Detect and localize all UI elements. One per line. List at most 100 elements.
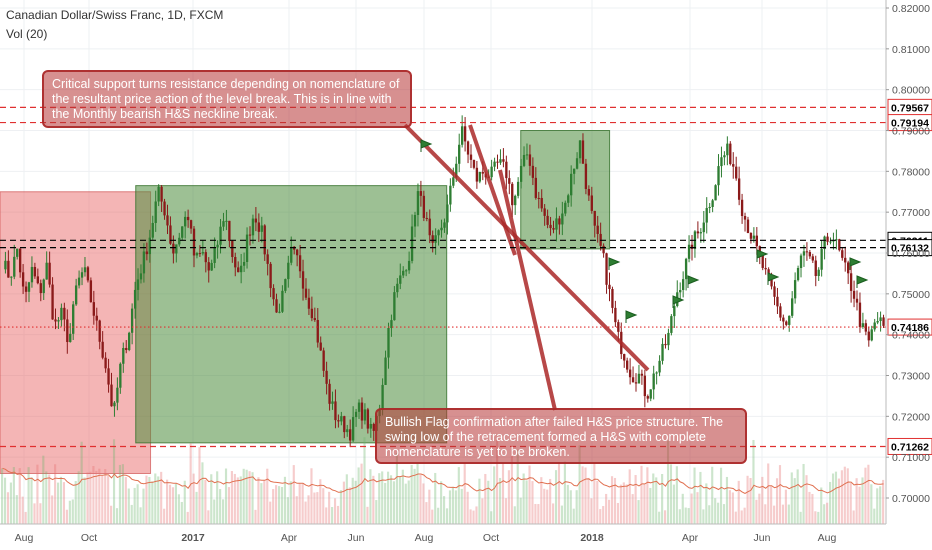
candle-body bbox=[855, 298, 859, 303]
candle-body bbox=[360, 402, 364, 421]
candle-body bbox=[301, 271, 305, 289]
candle-body bbox=[416, 191, 420, 215]
candle-body bbox=[298, 255, 302, 272]
volume-bar bbox=[569, 490, 572, 524]
volume-bar bbox=[728, 490, 731, 524]
candle-body bbox=[555, 218, 558, 230]
candle-body bbox=[796, 268, 800, 281]
candle-body bbox=[841, 250, 844, 258]
volume-bar bbox=[752, 439, 755, 524]
volume-bar bbox=[834, 471, 838, 524]
volume-bar bbox=[743, 507, 746, 524]
flag-marker-icon bbox=[849, 257, 862, 270]
candle-body bbox=[652, 373, 655, 390]
price-level-tag bbox=[887, 239, 932, 257]
volume-bar bbox=[610, 476, 614, 524]
candle-body bbox=[237, 267, 240, 273]
volume-bar bbox=[59, 476, 63, 524]
candle-body bbox=[649, 389, 652, 399]
candle-body bbox=[519, 165, 523, 182]
volume-bar bbox=[448, 490, 452, 524]
candle-body bbox=[543, 208, 546, 216]
candle-body bbox=[254, 218, 258, 223]
volume-bar bbox=[451, 486, 454, 524]
resistance-annotation[interactable]: Critical support turns resistance depend… bbox=[42, 70, 412, 128]
volume-bar bbox=[157, 476, 160, 524]
candle-body bbox=[808, 252, 812, 257]
candle-body bbox=[157, 186, 160, 202]
candle-body bbox=[870, 329, 873, 341]
candle-body bbox=[63, 307, 66, 320]
candle-body bbox=[661, 343, 664, 361]
volume-indicator-label[interactable]: Vol (20) bbox=[6, 27, 48, 41]
candle-body bbox=[328, 383, 331, 404]
bullish-flag-annotation[interactable]: Bullish Flag confirmation after failed H… bbox=[375, 408, 747, 464]
volume-bar bbox=[829, 481, 832, 524]
green-zone-1 bbox=[135, 185, 448, 444]
candle-body bbox=[572, 168, 576, 174]
volume-bar bbox=[275, 485, 278, 524]
candle-body bbox=[617, 322, 620, 332]
candle-body bbox=[122, 347, 125, 364]
volume-bar bbox=[354, 480, 357, 524]
candle-body bbox=[493, 161, 496, 167]
candle-body bbox=[116, 387, 119, 403]
candle-body bbox=[552, 228, 555, 230]
flag-marker-icon bbox=[687, 275, 700, 288]
volume-bar bbox=[92, 466, 95, 524]
volume-bar bbox=[646, 467, 649, 524]
candle-body bbox=[33, 266, 37, 277]
volume-bar bbox=[605, 493, 608, 524]
candle-body bbox=[805, 251, 809, 253]
y-tick-label: 0.74000 bbox=[892, 330, 930, 342]
volume-bar bbox=[631, 494, 634, 524]
candle-body bbox=[172, 243, 175, 254]
volume-bar bbox=[133, 487, 136, 524]
volume-bar bbox=[855, 478, 858, 524]
volume-bar bbox=[858, 486, 861, 524]
volume-bar bbox=[761, 476, 764, 524]
volume-bar bbox=[177, 494, 180, 524]
annotation-arrow bbox=[468, 124, 517, 256]
volume-bar bbox=[575, 490, 578, 524]
volume-bar bbox=[487, 480, 490, 524]
candle-body bbox=[481, 171, 484, 174]
candle-body bbox=[782, 317, 785, 322]
volume-bar bbox=[737, 480, 740, 524]
candle-body bbox=[463, 126, 467, 142]
volume-bar bbox=[778, 465, 782, 524]
volume-bar bbox=[227, 487, 231, 524]
candle-body bbox=[623, 354, 626, 361]
candle-body bbox=[334, 401, 337, 421]
candle-body bbox=[646, 396, 649, 399]
candle-body bbox=[729, 143, 732, 165]
volume-bar bbox=[80, 441, 83, 524]
volume-bar bbox=[1, 468, 4, 524]
volume-bar bbox=[519, 497, 522, 524]
candle-body bbox=[593, 210, 596, 226]
candle-body bbox=[69, 333, 72, 343]
volume-bar bbox=[115, 508, 119, 524]
candle-body bbox=[749, 232, 753, 239]
volume-bar bbox=[549, 478, 552, 524]
volume-bar bbox=[764, 504, 767, 524]
volume-bar bbox=[360, 463, 363, 524]
candle-body bbox=[746, 219, 750, 233]
volume-bar bbox=[24, 511, 27, 524]
volume-bar bbox=[469, 509, 472, 524]
candle-body bbox=[83, 267, 87, 273]
volume-bar bbox=[823, 504, 826, 524]
volume-bar bbox=[351, 477, 354, 524]
candle-body bbox=[369, 423, 372, 429]
volume-bar bbox=[625, 484, 628, 524]
candle-body bbox=[449, 185, 452, 205]
volume-bar bbox=[543, 488, 546, 524]
volume-bar bbox=[410, 465, 413, 524]
candle-body bbox=[51, 284, 54, 320]
volume-bar bbox=[210, 474, 213, 524]
y-tick-label: 0.82000 bbox=[892, 3, 930, 15]
volume-bar bbox=[54, 464, 57, 524]
candle-body bbox=[835, 239, 838, 241]
volume-bar bbox=[460, 488, 463, 524]
